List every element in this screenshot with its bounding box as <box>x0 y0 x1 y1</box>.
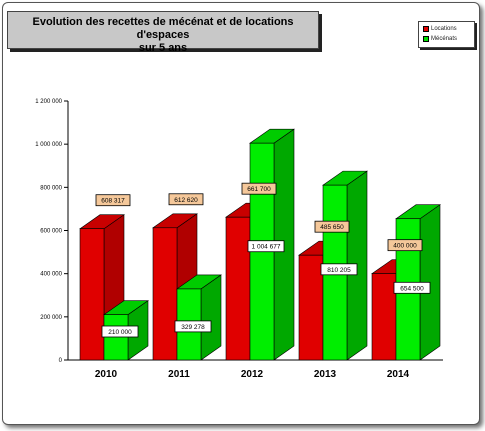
data-label-mecenats: 654 500 <box>400 285 424 292</box>
y-tick-label: 800 000 <box>40 185 62 191</box>
chart-title-box: Evolution des recettes de mécénat et de … <box>7 11 319 54</box>
bar-locations <box>79 228 105 361</box>
data-label-box-mecenats <box>320 263 358 276</box>
data-label-locations: 400 000 <box>393 243 417 250</box>
legend-label-mecenats: Mécénats <box>431 36 458 42</box>
legend-swatch-locations <box>423 26 429 32</box>
x-tick-label: 2011 <box>168 369 190 380</box>
legend-swatch-mecenats <box>423 36 429 42</box>
data-label-mecenats: 210 000 <box>108 329 132 336</box>
data-label-box-mecenats <box>101 325 139 338</box>
data-label-locations: 661 700 <box>247 186 271 193</box>
data-label-box-mecenats <box>247 240 285 253</box>
y-tick-label: 200 000 <box>40 315 62 321</box>
bar-locations <box>152 227 178 361</box>
y-tick-label: 600 000 <box>40 229 62 235</box>
data-label-mecenats: 810 205 <box>327 267 351 274</box>
data-label-box-locations <box>95 194 131 207</box>
bar-mecenats-side <box>200 274 222 361</box>
data-label-locations: 608 317 <box>101 198 125 205</box>
data-label-locations: 612 620 <box>174 197 198 204</box>
y-tick-label: 0 <box>59 358 63 364</box>
data-label-box-locations <box>168 193 204 206</box>
x-tick-label: 2010 <box>95 369 118 380</box>
y-tick-label: 1 200 000 <box>35 99 62 105</box>
y-tick-label: 1 000 000 <box>35 142 62 148</box>
bar-locations <box>371 273 397 361</box>
bar-locations <box>298 254 324 361</box>
data-label-box-locations <box>241 182 277 195</box>
data-label-locations: 485 650 <box>320 224 344 231</box>
legend: Locations Mécénats <box>418 21 475 48</box>
data-label-box-mecenats <box>393 281 431 294</box>
data-label-mecenats: 1 004 677 <box>252 244 281 251</box>
x-tick-label: 2012 <box>241 369 264 380</box>
data-label-box-mecenats <box>174 320 212 333</box>
chart-title: Evolution des recettes de mécénat et de … <box>32 16 294 41</box>
data-label-mecenats: 329 278 <box>181 324 205 331</box>
chart-title-line2: sur 5 ans <box>138 42 188 54</box>
data-label-box-locations <box>387 239 423 252</box>
y-tick-label: 400 000 <box>40 272 62 278</box>
legend-item-locations: Locations <box>423 25 457 33</box>
data-label-box-locations <box>314 220 350 233</box>
x-tick-label: 2013 <box>314 369 337 380</box>
legend-label-locations: Locations <box>431 26 457 32</box>
x-tick-label: 2014 <box>387 369 410 380</box>
bar-locations <box>225 216 251 361</box>
legend-item-mecenats: Mécénats <box>423 35 457 43</box>
